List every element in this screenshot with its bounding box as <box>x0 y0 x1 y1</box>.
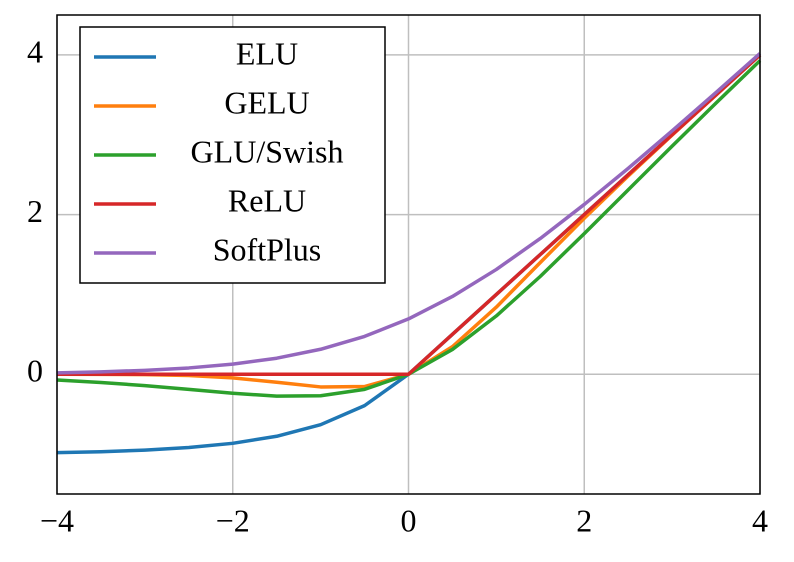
legend-label: GELU <box>224 84 309 120</box>
data-line <box>57 53 762 376</box>
x-tick-label: −4 <box>40 502 74 538</box>
y-tick-label: 2 <box>27 193 43 229</box>
legend-label: SoftPlus <box>213 231 321 267</box>
plot-frame <box>56 14 761 495</box>
x-tick-label: 2 <box>576 502 592 538</box>
legend-label: ReLU <box>228 182 306 218</box>
x-tick-label: 4 <box>752 502 768 538</box>
legend-label: ELU <box>236 35 298 71</box>
data-line <box>56 52 762 375</box>
legend: ELU GELU GLU/Swish ReLU SoftPlus <box>79 26 386 284</box>
legend-label: GLU/Swish <box>191 133 344 169</box>
plot-lines <box>56 52 762 455</box>
y-tick-label: 4 <box>27 33 43 69</box>
y-tick-label: 0 <box>27 353 43 389</box>
x-tick-label: −2 <box>216 502 250 538</box>
x-tick-label: 0 <box>401 502 417 538</box>
